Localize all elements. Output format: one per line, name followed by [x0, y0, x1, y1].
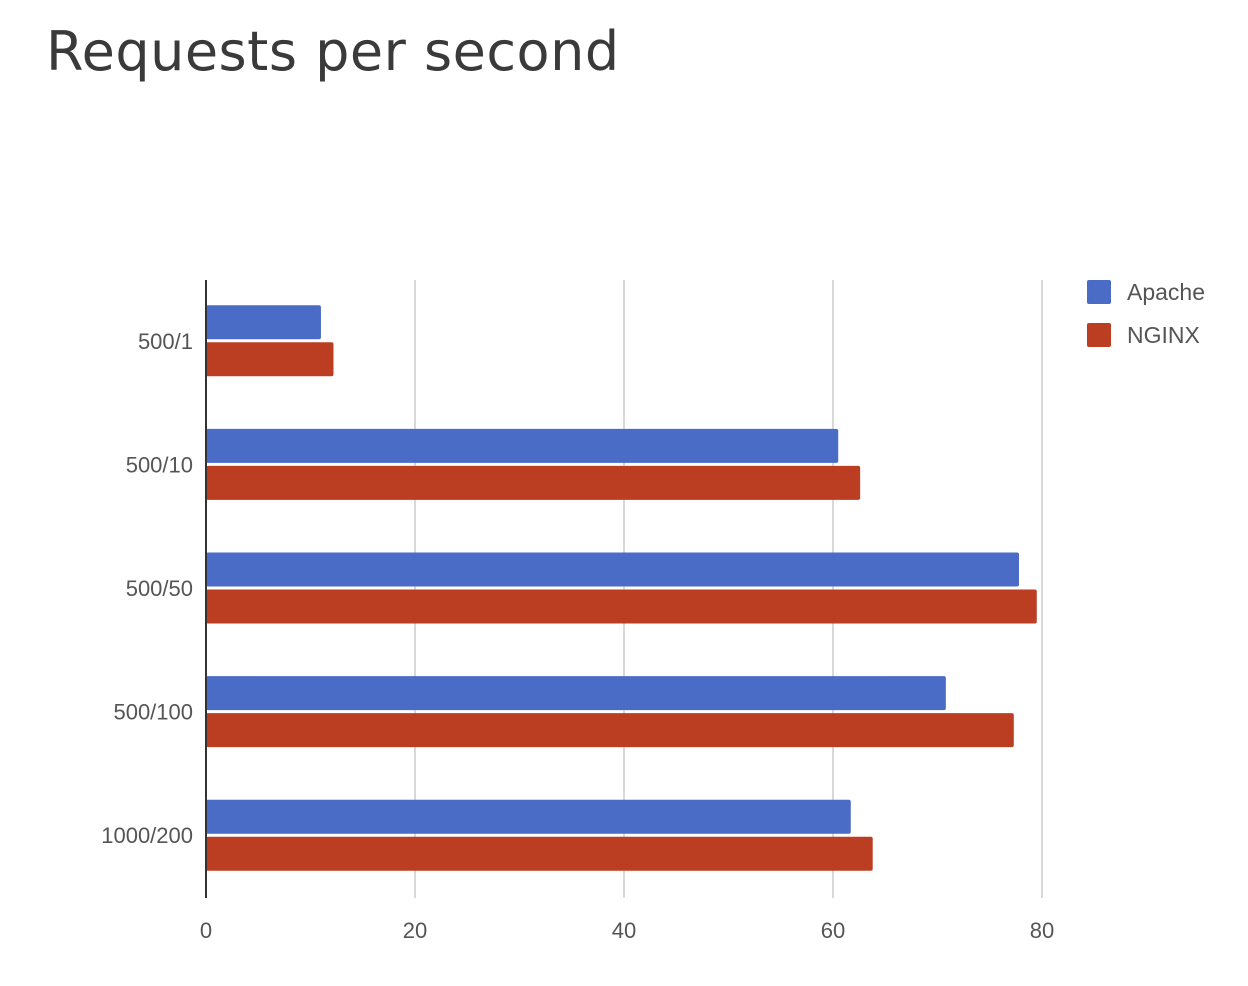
bar-nginx-500-50: [206, 589, 1037, 624]
legend-swatch-nginx: [1087, 323, 1111, 347]
legend-swatch-apache: [1087, 280, 1111, 304]
y-category-label: 500/1: [138, 329, 193, 354]
legend-label-apache: Apache: [1127, 279, 1205, 305]
bar-apache-500-10: [206, 428, 839, 463]
bar-apache-500-50: [206, 552, 1020, 587]
x-tick-label: 20: [403, 918, 427, 943]
x-tick-label: 60: [821, 918, 845, 943]
bar-nginx-500-100: [206, 713, 1014, 748]
x-tick-label: 40: [612, 918, 636, 943]
y-category-label: 1000/200: [101, 823, 193, 848]
bars: [206, 305, 1037, 871]
axes: 0 20 40 60 80 500/1 500/10 500/50 500/100 1000/20…: [101, 280, 1054, 943]
x-tick-label: 80: [1030, 918, 1054, 943]
legend-label-nginx: NGINX: [1127, 322, 1200, 348]
page-title: Requests per second: [46, 20, 620, 83]
bar-nginx-500-1: [206, 342, 334, 377]
x-tick-label: 0: [200, 918, 212, 943]
bar-nginx-1000-200: [206, 836, 873, 871]
y-category-label: 500/10: [126, 452, 193, 477]
legend: Apache NGINX: [1087, 279, 1205, 348]
gridlines: [414, 280, 1043, 898]
y-category-label: 500/100: [113, 700, 193, 725]
bar-apache-500-1: [206, 305, 321, 340]
bar-apache-1000-200: [206, 799, 851, 834]
bar-nginx-500-10: [206, 465, 861, 500]
y-category-label: 500/50: [126, 576, 193, 601]
bar-apache-500-100: [206, 676, 946, 711]
